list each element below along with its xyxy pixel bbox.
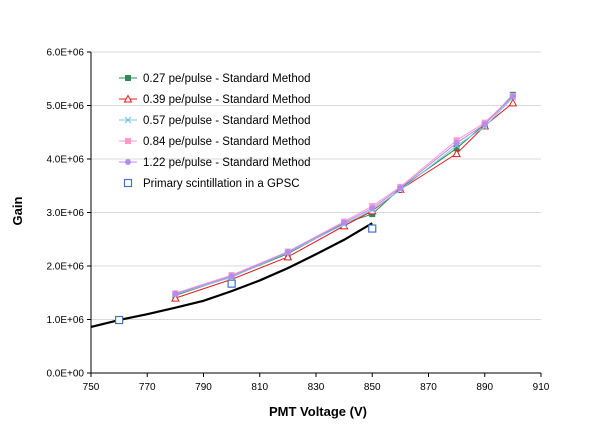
y-tick-labels: 0.0E+00 1.0E+06 2.0E+06 3.0E+06 4.0E+06 5.0E+… xyxy=(46,48,84,380)
data-point xyxy=(115,315,124,325)
legend-entry: Primary scintillation in a GPSC xyxy=(123,178,300,190)
y-tick-label: 2.0E+06 xyxy=(46,262,84,273)
x-tick-label: 870 xyxy=(420,382,437,393)
data-point xyxy=(369,205,376,212)
data-point xyxy=(125,75,131,81)
legend-label: 0.27 pe/pulse - Standard Method xyxy=(143,73,311,85)
data-point xyxy=(124,116,132,124)
legend-label: 0.57 pe/pulse - Standard Method xyxy=(143,115,311,127)
legend-entry: 0.39 pe/pulse - Standard Method xyxy=(119,94,311,106)
x-tick-label: 810 xyxy=(251,382,268,393)
data-point xyxy=(452,149,461,158)
data-point xyxy=(284,249,291,256)
y-tick-label: 4.0E+06 xyxy=(46,155,84,166)
legend-label: Primary scintillation in a GPSC xyxy=(143,178,300,190)
legend-label: 0.84 pe/pulse - Standard Method xyxy=(143,136,311,148)
data-point xyxy=(125,138,131,144)
fit-curve-line xyxy=(90,222,373,329)
data-point xyxy=(397,184,404,191)
data-point xyxy=(283,252,293,261)
data-point xyxy=(125,159,131,165)
y-tick-label: 5.0E+06 xyxy=(46,101,84,112)
y-tick-label: 1.0E+06 xyxy=(46,315,84,326)
x-tick-label: 830 xyxy=(308,382,325,393)
series-1 xyxy=(171,98,518,302)
series-4 xyxy=(172,93,516,297)
x-axis-title: PMT Voltage (V) xyxy=(269,404,367,419)
data-point xyxy=(227,279,236,288)
legend-label: 0.39 pe/pulse - Standard Method xyxy=(143,94,311,106)
legend: 0.27 pe/pulse - Standard Method 0.39 pe/p… xyxy=(119,73,311,190)
x-tick-label: 850 xyxy=(364,382,381,393)
y-tick-label: 6.0E+06 xyxy=(46,48,84,59)
series-5 xyxy=(115,224,377,325)
data-point xyxy=(453,139,460,146)
data-point xyxy=(453,145,460,152)
data-point xyxy=(508,98,518,107)
x-tick-labels: 750 770 790 810 830 850 870 890 910 xyxy=(83,382,550,393)
y-tick-label: 0.0E+00 xyxy=(46,369,84,380)
x-tick-label: 910 xyxy=(533,382,550,393)
grid-lines xyxy=(91,51,541,320)
data-point xyxy=(228,273,235,280)
series-line xyxy=(175,102,514,299)
data-point xyxy=(123,178,133,188)
y-axis-title: Gain xyxy=(10,196,25,225)
x-tick-label: 750 xyxy=(83,382,100,393)
legend-entry: 0.27 pe/pulse - Standard Method xyxy=(119,73,311,85)
data-point xyxy=(341,219,348,226)
legend-entry: 0.84 pe/pulse - Standard Method xyxy=(119,136,311,148)
x-tick-label: 890 xyxy=(476,382,493,393)
data-point xyxy=(481,121,488,128)
legend-label: 1.22 pe/pulse - Standard Method xyxy=(143,157,311,169)
data-point xyxy=(368,224,377,233)
data-point xyxy=(172,290,179,297)
x-tick-label: 790 xyxy=(195,382,212,393)
legend-entry: 0.57 pe/pulse - Standard Method xyxy=(119,115,311,127)
data-point xyxy=(123,94,133,103)
data-point xyxy=(171,293,180,302)
legend-entry: 1.22 pe/pulse - Standard Method xyxy=(119,157,311,169)
data-point xyxy=(509,93,516,100)
series-line xyxy=(175,97,514,295)
x-tick-label: 770 xyxy=(139,382,156,393)
data-series xyxy=(115,91,518,325)
axes xyxy=(87,51,542,377)
y-tick-label: 3.0E+06 xyxy=(46,208,84,219)
fit-curve xyxy=(90,222,373,329)
